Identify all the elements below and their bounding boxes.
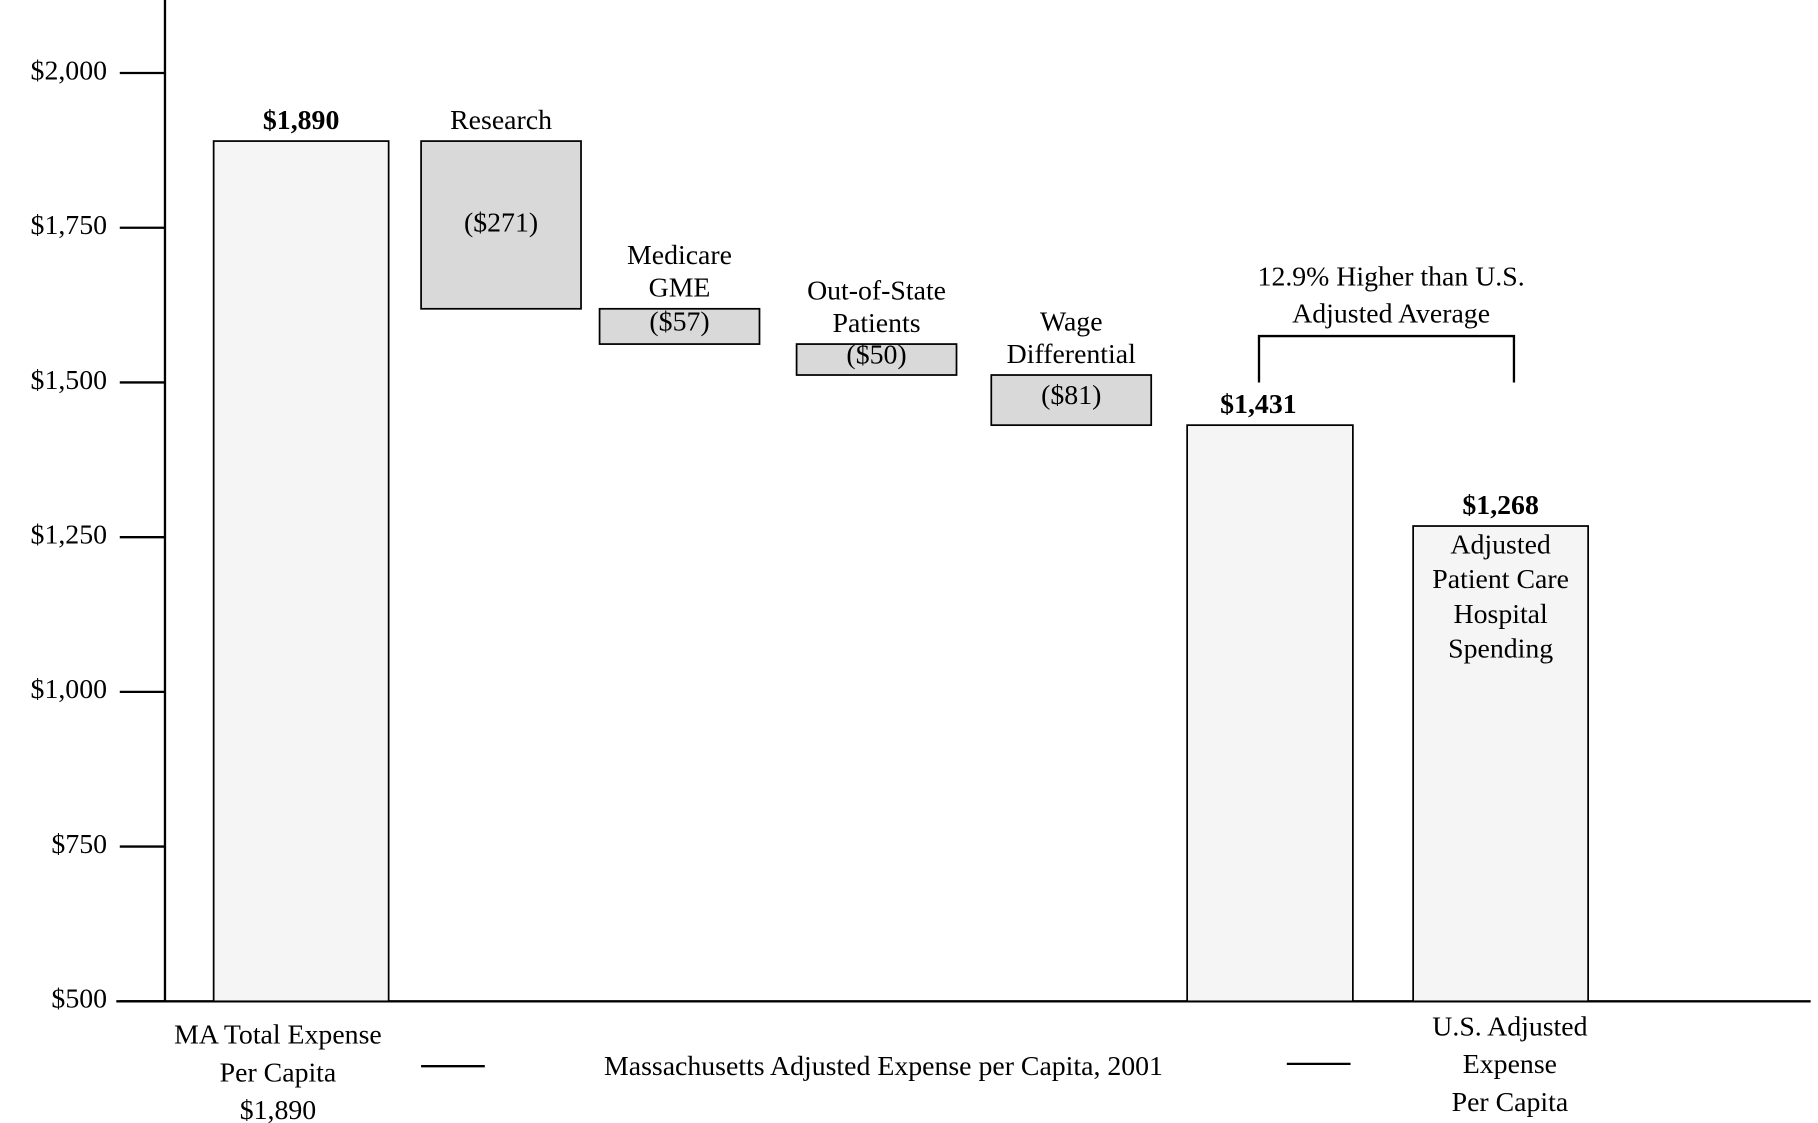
bar — [990, 374, 1153, 427]
y-tick-label: $1,000 — [31, 674, 107, 705]
category-label: Per Capita — [220, 1057, 337, 1088]
bar-annotation: Adjusted — [1450, 529, 1550, 560]
y-tick-label: $750 — [51, 829, 107, 860]
bar — [795, 343, 958, 376]
category-label: Expense — [1463, 1049, 1557, 1080]
category-label: U.S. Adjusted — [1432, 1012, 1587, 1043]
category-label: GME — [649, 273, 711, 304]
bar-annotation: Spending — [1448, 634, 1553, 665]
value-label: ($57) — [649, 306, 709, 337]
y-tick-label: $1,750 — [31, 210, 107, 241]
category-label: Differential — [1007, 339, 1136, 370]
value-label: ($50) — [846, 340, 906, 371]
value-label: ($81) — [1041, 380, 1101, 411]
y-tick-label: $1,500 — [31, 365, 107, 396]
bracket-annotation: 12.9% Higher than U.S. — [1258, 262, 1525, 293]
y-tick-label: $1,250 — [31, 520, 107, 551]
category-label: Wage — [1040, 306, 1103, 337]
category-label: Research — [450, 105, 552, 136]
bracket — [1257, 334, 1516, 383]
bar — [212, 140, 390, 1003]
y-tick-label: $2,000 — [31, 55, 107, 86]
value-label: $1,890 — [263, 105, 339, 136]
y-tick-label: $500 — [51, 984, 107, 1015]
bracket-annotation: Adjusted Average — [1292, 299, 1490, 330]
category-label: Medicare — [627, 240, 732, 271]
bar — [598, 307, 761, 345]
value-label: ($271) — [464, 207, 538, 238]
x-axis-label: Massachusetts Adjusted Expense per Capit… — [604, 1051, 1163, 1082]
bar — [1186, 424, 1354, 1003]
value-label: $1,268 — [1462, 490, 1538, 521]
category-label: $1,890 — [240, 1095, 316, 1123]
bar — [420, 140, 582, 310]
bar — [1412, 525, 1590, 1003]
bar-annotation: Hospital — [1454, 599, 1548, 630]
category-label: Patients — [833, 308, 921, 339]
bar-annotation: Patient Care — [1432, 564, 1569, 595]
category-label: Per Capita — [1452, 1087, 1569, 1118]
category-label: MA Total Expense — [174, 1020, 382, 1051]
category-label: Out-of-State — [807, 275, 946, 306]
value-label: $1,431 — [1220, 389, 1296, 420]
